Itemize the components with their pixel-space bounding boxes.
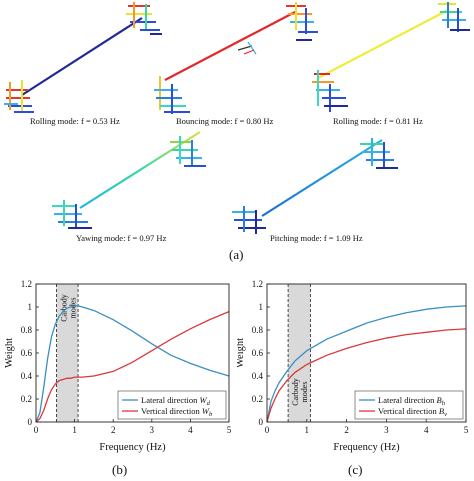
legend-entry-text: Lateral direction xyxy=(378,395,437,405)
legend-entry-symbol: B xyxy=(439,406,444,416)
legend-entry-text: Lateral direction xyxy=(141,395,200,405)
mode-shape-pitching-109 xyxy=(232,138,398,234)
x-tick-label: 4 xyxy=(424,425,429,435)
legend-entry-1: Vertical direction Wb xyxy=(141,406,213,418)
legend-entry-subscript: v xyxy=(444,411,447,418)
mode-shape-bouncing-080 xyxy=(154,2,318,114)
band-label-line-1: Carbody xyxy=(59,294,68,322)
series-line-1 xyxy=(35,311,230,423)
y-tick-label: 0.8 xyxy=(21,325,33,335)
legend-entry-text: Vertical direction xyxy=(141,406,202,416)
y-tick-label: 0.2 xyxy=(252,394,263,404)
legend-entry-1: Vertical direction Bv xyxy=(378,406,447,418)
x-tick-label: 5 xyxy=(464,425,469,435)
x-tick-label: 5 xyxy=(227,425,232,435)
x-tick-label: 0 xyxy=(34,425,39,435)
y-tick-label: 0.6 xyxy=(252,348,264,358)
x-tick-label: 2 xyxy=(111,425,116,435)
legend-entry-subscript: h xyxy=(442,400,445,407)
mode-caption-bouncing-080: Bouncing mode: f = 0.80 Hz xyxy=(176,116,274,126)
x-tick-label: 1 xyxy=(305,425,310,435)
y-axis-title: Weight xyxy=(4,338,15,368)
x-tick-label: 2 xyxy=(344,425,349,435)
y-tick-label: 0.8 xyxy=(252,325,264,335)
x-tick-label: 1 xyxy=(72,425,77,435)
mode-shape-rolling-081 xyxy=(312,2,470,112)
panel-label-a: (a) xyxy=(229,247,244,262)
mode-caption-rolling-053: Rolling mode: f = 0.53 Hz xyxy=(30,116,120,126)
legend-box xyxy=(354,390,464,420)
mode-caption-yawing-097: Yawing mode: f = 0.97 Hz xyxy=(76,233,167,243)
chart-weight-lateral-vertical-w: Carbodymodes 0 1 2 3 4 5 0 0.2 0.4 0.6 0.8 1 1.2 Frequ… xyxy=(4,279,232,453)
legend-entry-symbol: W xyxy=(200,395,208,405)
y-tick-label: 1.2 xyxy=(252,279,263,289)
band-label-line-1: Carbody xyxy=(291,378,300,406)
panel-label-c: (c) xyxy=(348,462,363,477)
y-tick-label: 0.4 xyxy=(252,371,264,381)
y-tick-label: 0 xyxy=(259,417,264,427)
x-tick-label: 4 xyxy=(188,425,193,435)
chart-weight-lateral-vertical-b: Carbodymodes 0 1 2 3 4 5 0 0.2 0.4 0.6 0.8 1 1.2 Frequ… xyxy=(237,279,469,453)
legend-entry-text: Vertical direction xyxy=(378,406,439,416)
band-label: Carbodymodes xyxy=(59,294,77,322)
panel-label-b: (b) xyxy=(112,462,128,477)
legend-entry-symbol: W xyxy=(202,406,210,416)
x-axis-title: Frequency (Hz) xyxy=(333,442,400,453)
y-tick-label: 0 xyxy=(28,417,33,427)
carbody-modes-band xyxy=(56,284,79,422)
mode-caption-rolling-081: Rolling mode: f = 0.81 Hz xyxy=(333,116,423,126)
mode-shape-yawing-097 xyxy=(52,131,206,229)
legend-box xyxy=(117,390,227,420)
mode-shape-rolling-053 xyxy=(4,2,162,113)
band-label-line-2: modes xyxy=(300,382,309,403)
legend-entry-0: Lateral direction Wd xyxy=(141,395,211,407)
carbody-modes-band xyxy=(288,284,311,422)
legend-entry-0: Lateral direction Bh xyxy=(378,395,445,407)
series-line-0 xyxy=(35,305,230,423)
y-tick-label: 0.4 xyxy=(21,371,33,381)
mode-shapes-illustration xyxy=(4,2,470,234)
y-tick-label: 1 xyxy=(259,302,264,312)
mode-caption-pitching-109: Pitching mode: f = 1.09 Hz xyxy=(270,233,363,243)
x-tick-label: 3 xyxy=(150,425,155,435)
x-tick-label: 0 xyxy=(265,425,270,435)
legend-entry-symbol: B xyxy=(437,395,442,405)
legend-entry-subscript: d xyxy=(207,400,211,407)
x-axis-title: Frequency (Hz) xyxy=(99,442,166,453)
series-line-0 xyxy=(266,305,467,423)
y-axis-title: Weight xyxy=(237,338,246,368)
band-label-line-2: modes xyxy=(68,298,77,319)
y-tick-label: 0.6 xyxy=(21,348,33,358)
legend-entry-subscript: b xyxy=(209,411,213,418)
y-tick-label: 1.2 xyxy=(21,279,32,289)
x-tick-label: 3 xyxy=(384,425,389,435)
band-label: Carbodymodes xyxy=(291,378,309,406)
y-tick-label: 0.2 xyxy=(21,394,32,404)
series-line-1 xyxy=(266,328,467,423)
y-tick-label: 1 xyxy=(28,302,33,312)
